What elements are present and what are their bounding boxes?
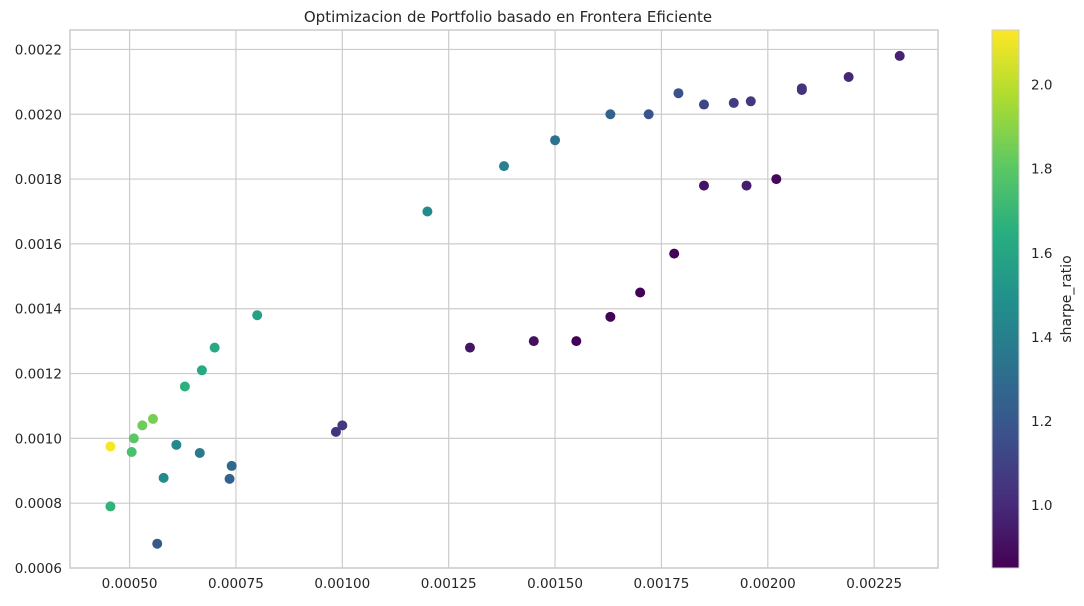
data-point — [179, 381, 190, 392]
y-tick-label: 0.0016 — [15, 237, 62, 253]
data-point — [137, 420, 148, 431]
x-axis-ticks: 0.00050 0.00075 0.00100 0.00125 0.00150 0.001… — [102, 576, 902, 592]
data-point — [126, 446, 137, 457]
grid-lines — [70, 30, 938, 569]
y-tick-label: 0.0020 — [15, 107, 62, 123]
y-tick-label: 0.0010 — [15, 431, 62, 447]
data-points — [105, 50, 905, 549]
x-tick-label: 0.00125 — [421, 576, 477, 592]
colorbar-tick-label: 2.0 — [1031, 78, 1052, 94]
y-tick-label: 0.0018 — [15, 172, 62, 188]
data-point — [669, 248, 680, 259]
y-tick-label: 0.0006 — [15, 561, 62, 577]
data-point — [152, 538, 163, 549]
y-tick-label: 0.0012 — [15, 367, 62, 383]
data-point — [105, 441, 116, 452]
x-tick-label: 0.00225 — [846, 576, 902, 592]
data-point — [698, 180, 709, 191]
data-point — [171, 439, 182, 450]
data-point — [224, 473, 235, 484]
colorbar-ticks: 1.0 1.2 1.4 1.6 1.8 2.0 — [1031, 78, 1052, 514]
data-point — [226, 460, 237, 471]
y-tick-label: 0.0022 — [15, 42, 62, 58]
colorbar-tick-label: 1.0 — [1031, 498, 1052, 514]
colorbar-tick-label: 1.4 — [1031, 330, 1052, 346]
data-point — [499, 161, 509, 172]
data-point — [643, 109, 654, 120]
colorbar-gradient — [991, 29, 1020, 569]
colorbar-tick-label: 1.2 — [1031, 414, 1052, 430]
y-axis-ticks: 0.0006 0.0008 0.0010 0.0012 0.0014 0.0016 0.00… — [15, 42, 62, 577]
data-point — [635, 287, 646, 298]
data-point — [147, 413, 158, 424]
colorbar: 1.0 1.2 1.4 1.6 1.8 2.0 sharpe_ratio — [991, 29, 1075, 569]
data-point — [422, 206, 433, 217]
data-point — [550, 135, 561, 146]
data-point — [571, 336, 582, 347]
x-tick-label: 0.00050 — [102, 576, 158, 592]
data-point — [194, 447, 205, 458]
x-tick-label: 0.00075 — [208, 576, 264, 592]
colorbar-tick-label: 1.8 — [1031, 162, 1052, 178]
data-point — [843, 71, 854, 82]
plot-frame — [69, 29, 939, 569]
data-point — [158, 472, 169, 483]
plot-background — [70, 30, 938, 568]
data-point — [209, 342, 220, 353]
data-point — [741, 180, 752, 191]
x-tick-label: 0.00100 — [314, 576, 370, 592]
data-point — [728, 97, 739, 108]
data-point — [605, 311, 616, 322]
chart-title: Optimizacion de Portfolio basado en Fron… — [304, 8, 712, 26]
data-point — [771, 174, 782, 185]
x-tick-label: 0.00200 — [740, 576, 796, 592]
colorbar-label: sharpe_ratio — [1059, 255, 1075, 342]
y-tick-label: 0.0014 — [15, 302, 62, 318]
data-point — [673, 88, 684, 99]
data-point — [196, 365, 207, 376]
data-point — [894, 50, 905, 61]
data-point — [745, 96, 756, 107]
data-point — [330, 426, 341, 437]
data-point — [337, 420, 348, 431]
data-point — [698, 99, 709, 110]
y-tick-label: 0.0008 — [15, 496, 62, 512]
x-tick-label: 0.00175 — [634, 576, 690, 592]
colorbar-tick-label: 1.6 — [1031, 246, 1052, 262]
plot-area — [69, 29, 939, 569]
data-point — [528, 336, 539, 347]
data-point — [128, 433, 139, 444]
data-point — [105, 501, 116, 512]
data-point — [605, 109, 616, 120]
x-tick-label: 0.00150 — [527, 576, 583, 592]
data-point — [252, 310, 263, 321]
data-point — [464, 342, 475, 353]
data-point — [796, 83, 807, 94]
